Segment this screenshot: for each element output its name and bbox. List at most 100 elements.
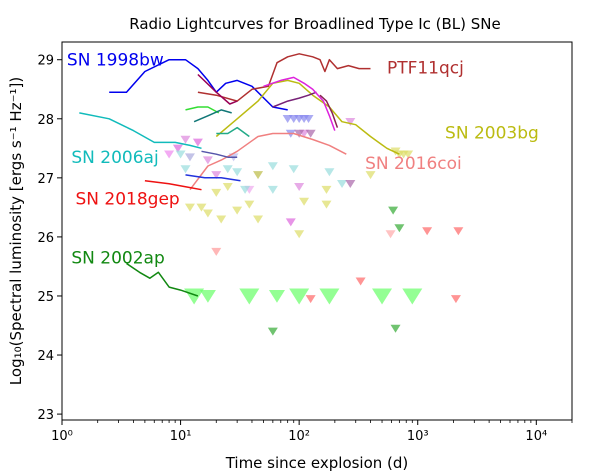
upper-limit-marker — [303, 115, 314, 124]
upper-limit-marker — [192, 138, 203, 147]
x-axis: 10⁰ 10¹ 10² 10³ 10⁴ — [51, 420, 573, 444]
series-line-sn-2002ap — [126, 262, 199, 297]
upper-limit-marker — [288, 165, 299, 174]
x-tick-label: 10⁴ — [525, 429, 547, 444]
upper-limit-marker — [394, 224, 405, 233]
upper-limit-marker — [216, 215, 227, 224]
upper-limit-marker — [305, 129, 316, 138]
series-line-sn-1998bw — [109, 58, 288, 111]
series-labels: SN 1998bw PTF11qcj SN 2003bg SN 2006aj SN 20… — [67, 51, 539, 269]
y-tick-label: 26 — [37, 231, 54, 246]
y-tick-label: 28 — [37, 113, 54, 128]
upper-limit-marker — [222, 182, 233, 191]
upper-limit-marker — [175, 150, 186, 159]
upper-limit-marker — [184, 203, 195, 212]
upper-limit-marker — [267, 162, 278, 171]
upper-limit-marker — [402, 288, 423, 305]
upper-limit-marker — [222, 165, 233, 174]
upper-limit-marker — [202, 209, 213, 218]
upper-limit-marker — [211, 171, 222, 180]
upper-limit-marker — [199, 289, 216, 303]
series-label-sn-2006aj: SN 2006aj — [71, 148, 158, 168]
series-line-ptf11qcj — [197, 53, 371, 102]
upper-limit-marker — [345, 117, 356, 126]
y-tick-label: 24 — [37, 349, 54, 364]
upper-limit-marker — [319, 288, 340, 305]
series-label-sn-2003bg: SN 2003bg — [445, 123, 539, 143]
series-label-sn-2002ap: SN 2002ap — [71, 249, 164, 269]
upper-limit-marker — [294, 129, 305, 138]
upper-limit-marker — [285, 218, 296, 227]
series-line — [193, 109, 232, 123]
upper-limit-marker — [345, 180, 356, 188]
upper-limit-marker — [453, 227, 464, 236]
series-line — [185, 174, 241, 182]
upper-limit-marker — [211, 188, 222, 197]
upper-limit-marker — [172, 144, 183, 153]
upper-limit-marker — [390, 324, 401, 333]
upper-limit-marker — [180, 135, 191, 144]
upper-limit-marker — [268, 289, 285, 303]
plot-area — [79, 53, 464, 336]
series-line-sn-2006aj — [79, 112, 202, 150]
series-line — [197, 73, 238, 105]
upper-limit-marker — [267, 185, 278, 194]
x-tick-label: 10² — [288, 429, 310, 444]
upper-limit-marker — [321, 200, 332, 209]
upper-limit-marker — [239, 288, 260, 305]
y-axis: 23 24 25 26 27 28 29 — [37, 54, 62, 423]
series-line — [263, 76, 336, 131]
upper-limit-marker — [294, 182, 305, 191]
series-label-ptf11qcj: PTF11qcj — [387, 58, 464, 78]
upper-limit-marker — [385, 230, 396, 239]
x-tick-label: 10⁰ — [51, 429, 73, 444]
upper-limit-marker — [232, 206, 243, 215]
upper-limit-marker — [305, 295, 316, 304]
upper-limit-marker — [321, 185, 332, 194]
x-tick-label: 10³ — [407, 429, 429, 444]
upper-limit-marker — [355, 277, 366, 286]
series-label-sn-2016coi: SN 2016coi — [365, 154, 462, 174]
y-tick-label: 27 — [37, 172, 54, 187]
y-tick-label: 25 — [37, 290, 54, 305]
y-tick-label: 23 — [37, 408, 54, 423]
upper-limit-marker — [337, 180, 348, 188]
series-line — [201, 150, 238, 158]
upper-limit-marker — [365, 171, 376, 180]
x-tick-label: 10¹ — [170, 429, 192, 444]
upper-limit-marker — [184, 153, 195, 162]
upper-limit-marker — [299, 197, 310, 206]
series-line — [216, 126, 250, 138]
series-label-sn-1998bw: SN 1998bw — [67, 51, 164, 71]
upper-limit-marker — [240, 185, 251, 194]
series-line-sn-2018gep — [144, 180, 202, 191]
upper-limit-marker — [180, 165, 191, 174]
upper-limit-marker — [202, 156, 213, 165]
upper-limit-marker — [253, 215, 264, 224]
upper-limit-marker — [196, 203, 207, 212]
upper-limit-marker — [388, 206, 399, 215]
chart-title: Radio Lightcurves for Broadlined Type Ic… — [129, 15, 500, 33]
y-axis-label: Log₁₀(Spectral luminosity [ergs s⁻¹ Hz⁻¹… — [7, 77, 25, 385]
series-line-sn-2016coi — [189, 132, 347, 191]
upper-limit-marker — [372, 288, 393, 305]
series-line — [319, 94, 339, 128]
plot-frame — [61, 41, 573, 421]
series-label-sn-2018gep: SN 2018gep — [76, 190, 180, 210]
x-axis-label: Time since explosion (d) — [225, 454, 409, 472]
upper-limit-marker — [403, 150, 414, 159]
upper-limit-marker — [267, 327, 278, 336]
series-line — [185, 106, 220, 114]
upper-limit-marker — [164, 150, 175, 159]
series-line — [272, 91, 317, 108]
upper-limit-marker — [289, 288, 310, 305]
y-tick-label: 29 — [37, 54, 54, 69]
upper-limit-marker — [422, 227, 433, 236]
upper-limit-marker — [232, 168, 243, 177]
upper-limit-marker — [211, 247, 222, 256]
upper-limit-marker — [253, 171, 264, 180]
upper-limit-marker — [450, 295, 461, 304]
upper-limit-marker — [294, 230, 305, 239]
series-line-sn-2003bg — [215, 79, 400, 155]
